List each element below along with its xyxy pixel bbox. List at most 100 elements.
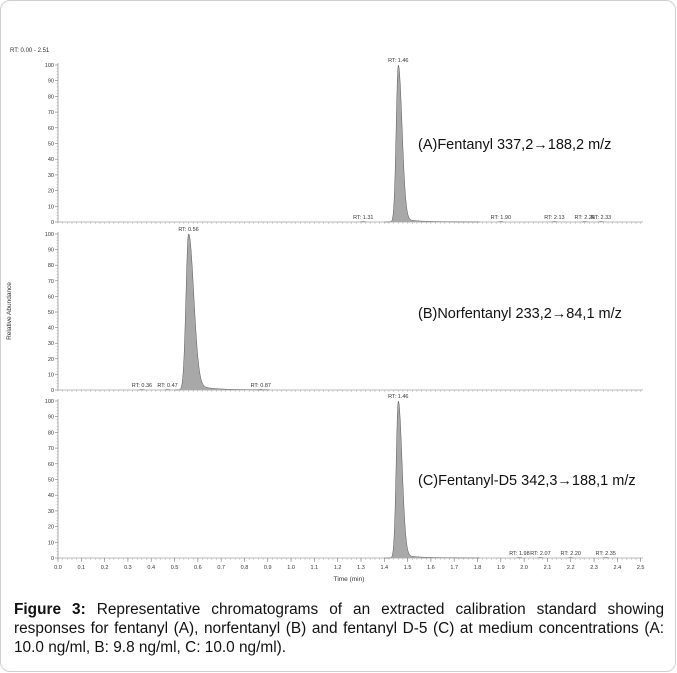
- rt-label: RT: 1.46: [388, 58, 408, 64]
- panel-label: (C)Fentanyl-D5 342,3→188,1 m/z: [418, 473, 636, 489]
- x-tick-label: 0.9: [264, 565, 272, 571]
- rt-range-label: RT: 0.00 - 2.51: [10, 48, 50, 54]
- y-tick-label: 60: [48, 294, 54, 300]
- noise-bump: [257, 389, 264, 391]
- x-tick-label: 1.1: [311, 565, 319, 571]
- y-tick-label: 0: [51, 388, 54, 394]
- rt-label: RT: 1.31: [353, 215, 373, 221]
- x-tick-label: 0.5: [171, 565, 179, 571]
- x-axis: 0.0 0.1 0.2 0.3 0.4 0.5 0.6 0.7 0.8 0.9 1.0 1.1 1.2 1…: [54, 558, 644, 571]
- x-tick-label: 1.2: [334, 565, 342, 571]
- y-tick-label: 10: [48, 204, 54, 210]
- y-tick-label: 30: [48, 341, 54, 347]
- noise-bump: [581, 221, 588, 223]
- panel-label: (A)Fentanyl 337,2→188,2 m/z: [418, 137, 611, 153]
- noise-bump: [360, 221, 367, 223]
- rt-label: RT: 0.56: [178, 227, 198, 233]
- rt-label: RT: 0.87: [251, 383, 271, 389]
- chromatogram-chart: RT: 0.00 - 2.51 0102030405060708090100RT…: [6, 48, 644, 583]
- x-tick-label: 2.4: [614, 565, 622, 571]
- noise-bump: [497, 221, 504, 223]
- panel-label: (B)Norfentanyl 233,2→84,1 m/z: [418, 306, 622, 322]
- peak-trace: [384, 64, 480, 223]
- y-tick-label: 0: [51, 220, 54, 226]
- x-tick-label: 0.7: [217, 565, 225, 571]
- x-tick-label: 0.3: [124, 565, 132, 571]
- figure-caption: Figure 3: Representative chromatograms o…: [14, 600, 664, 657]
- x-tick-label: 1.9: [497, 565, 505, 571]
- rt-label: RT: 2.20: [561, 551, 581, 557]
- x-tick-label: 0.8: [241, 565, 249, 571]
- x-tick-label: 2.0: [520, 565, 528, 571]
- y-tick-label: 100: [45, 399, 54, 405]
- rt-label: RT: 2.13: [544, 215, 564, 221]
- y-tick-label: 0: [51, 556, 54, 562]
- x-tick-label: 1.5: [404, 565, 412, 571]
- noise-bump: [567, 557, 574, 559]
- y-tick-label: 90: [48, 248, 54, 254]
- x-tick-label: 2.2: [567, 565, 575, 571]
- rt-label: RT: 2.07: [530, 551, 550, 557]
- x-tick-label: 2.5: [637, 565, 645, 571]
- rt-label: RT: 1.90: [491, 215, 511, 221]
- y-tick-label: 60: [48, 126, 54, 132]
- caption-text: Representative chromatograms of an extra…: [14, 601, 664, 656]
- y-tick-label: 70: [48, 279, 54, 285]
- x-tick-label: 0.2: [101, 565, 109, 571]
- caption-label: Figure 3:: [14, 601, 86, 618]
- y-tick-label: 10: [48, 540, 54, 546]
- y-tick-label: 70: [48, 446, 54, 452]
- y-tick-label: 100: [45, 63, 54, 69]
- noise-bump: [602, 557, 609, 559]
- noise-bump: [138, 389, 146, 391]
- x-tick-label: 0.1: [77, 565, 85, 571]
- x-tick-label: 2.1: [544, 565, 552, 571]
- rt-label: RT: 0.47: [157, 383, 177, 389]
- rt-label: RT: 2.33: [591, 215, 611, 221]
- y-tick-label: 30: [48, 173, 54, 179]
- y-tick-label: 40: [48, 493, 54, 499]
- peak-area: [174, 234, 271, 390]
- x-tick-label: 1.3: [357, 565, 365, 571]
- noise-bump: [164, 389, 171, 391]
- y-tick-label: 20: [48, 525, 54, 531]
- rt-label: RT: 2.26: [575, 215, 595, 221]
- y-tick-label: 90: [48, 79, 54, 85]
- x-tick-label: 0.6: [194, 565, 202, 571]
- x-tick-label: 1.0: [287, 565, 295, 571]
- rt-label: RT: 2.35: [596, 551, 616, 557]
- peak-trace: [384, 400, 480, 559]
- y-tick-label: 50: [48, 142, 54, 148]
- noise-bump: [551, 221, 558, 223]
- y-tick-label: 80: [48, 263, 54, 269]
- y-tick-label: 40: [48, 326, 54, 332]
- y-tick-label: 80: [48, 430, 54, 436]
- x-tick-label: 0.4: [147, 565, 155, 571]
- x-tick-label: 1.6: [427, 565, 435, 571]
- panel-a: 0 10 20 30 40 50 60 70 80 90 100 RT: 1.46 RT: 1.31 RT…: [45, 58, 643, 226]
- panel-b: 0 10 20 30 40 50 60 70 80 90 100 RT: 0.56 RT: 0.36 RT…: [45, 227, 643, 394]
- y-tick-label: 100: [45, 232, 54, 238]
- y-axis-label: Relative Abundance: [6, 282, 13, 340]
- peak-trace: [174, 233, 270, 391]
- y-tick-label: 90: [48, 415, 54, 421]
- y-tick-label: 70: [48, 110, 54, 116]
- rt-label: RT: 0.36: [132, 383, 152, 389]
- y-tick-label: 20: [48, 189, 54, 195]
- noise-bump: [537, 557, 544, 559]
- noise-bump: [597, 221, 605, 223]
- y-tick-label: 80: [48, 94, 54, 100]
- noise-bump: [516, 557, 523, 559]
- y-tick-label: 10: [48, 372, 54, 378]
- y-tick-label: 20: [48, 357, 54, 363]
- rt-label: RT: 1.46: [388, 394, 408, 400]
- y-tick-label: 60: [48, 462, 54, 468]
- x-tick-label: 1.8: [474, 565, 482, 571]
- y-tick-label: 50: [48, 478, 54, 484]
- x-tick-label: 1.4: [380, 565, 388, 571]
- y-tick-label: 30: [48, 509, 54, 515]
- y-tick-label: 50: [48, 310, 54, 316]
